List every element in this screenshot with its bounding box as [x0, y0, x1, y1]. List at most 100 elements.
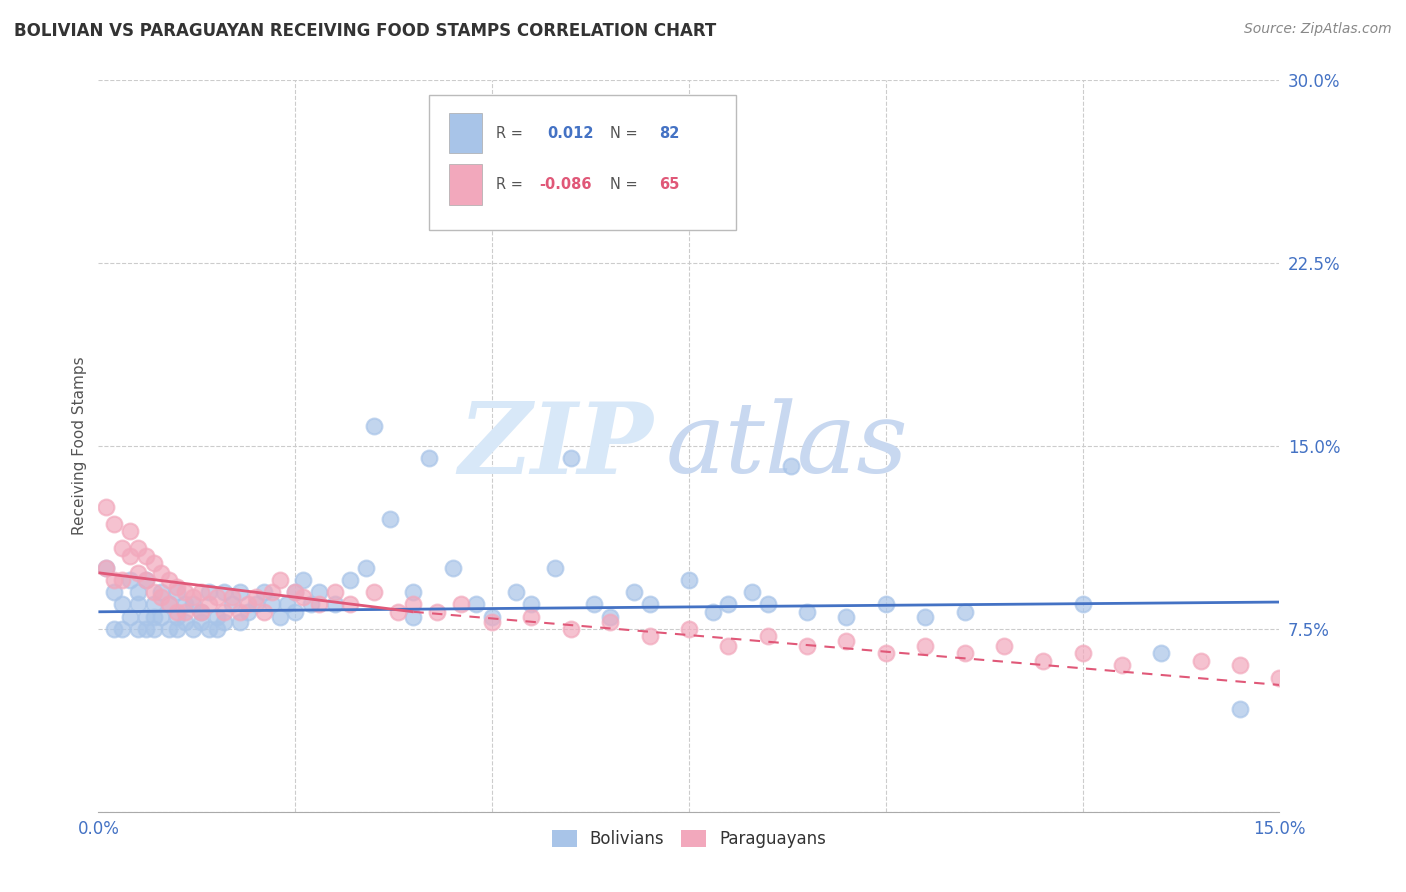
Point — [260, 598, 283, 612]
Point — [166, 585, 188, 599]
Point — [717, 598, 740, 612]
Point — [135, 549, 157, 563]
Point — [197, 585, 219, 599]
Text: -0.086: -0.086 — [538, 177, 592, 192]
Point — [142, 598, 165, 612]
Point — [875, 646, 897, 660]
Point — [181, 622, 204, 636]
Point — [953, 605, 976, 619]
Point — [236, 605, 259, 619]
Point — [157, 598, 180, 612]
Point — [308, 598, 330, 612]
Point — [638, 629, 661, 643]
Point — [166, 605, 188, 619]
Point — [127, 598, 149, 612]
Point — [323, 585, 346, 599]
Point — [741, 585, 763, 599]
Point — [111, 541, 134, 556]
Point — [214, 585, 236, 599]
Point — [993, 639, 1015, 653]
Point — [103, 622, 125, 636]
Bar — [449, 164, 482, 204]
Point — [135, 609, 157, 624]
Point — [174, 585, 197, 599]
Point — [505, 585, 527, 599]
Point — [339, 598, 361, 612]
Point — [118, 573, 141, 587]
Point — [118, 524, 141, 539]
Point — [299, 598, 322, 612]
Point — [157, 573, 180, 587]
Point — [103, 573, 125, 587]
Point — [118, 549, 141, 563]
Point — [150, 566, 173, 580]
Point — [142, 585, 165, 599]
Text: BOLIVIAN VS PARAGUAYAN RECEIVING FOOD STAMPS CORRELATION CHART: BOLIVIAN VS PARAGUAYAN RECEIVING FOOD ST… — [14, 22, 716, 40]
Point — [157, 598, 180, 612]
Point — [402, 598, 425, 612]
Point — [229, 615, 252, 629]
Point — [142, 556, 165, 570]
Point — [190, 615, 212, 629]
Point — [678, 573, 700, 587]
Text: 65: 65 — [659, 177, 679, 192]
Text: R =: R = — [496, 177, 527, 192]
Point — [190, 585, 212, 599]
Point — [174, 598, 197, 612]
Point — [96, 561, 118, 575]
Point — [205, 609, 228, 624]
Point — [269, 609, 291, 624]
FancyBboxPatch shape — [429, 95, 737, 230]
Text: atlas: atlas — [665, 399, 908, 493]
Point — [756, 598, 779, 612]
Point — [174, 615, 197, 629]
Point — [465, 598, 488, 612]
Point — [142, 622, 165, 636]
Text: N =: N = — [610, 177, 643, 192]
Point — [269, 573, 291, 587]
Point — [135, 573, 157, 587]
Point — [127, 622, 149, 636]
Point — [284, 605, 307, 619]
Point — [481, 615, 503, 629]
Point — [426, 605, 449, 619]
Point — [914, 639, 936, 653]
Text: 0.012: 0.012 — [547, 126, 593, 141]
Point — [583, 598, 606, 612]
Point — [245, 590, 267, 604]
Point — [118, 609, 141, 624]
Point — [560, 451, 582, 466]
Point — [1189, 654, 1212, 668]
Point — [339, 573, 361, 587]
Text: N =: N = — [610, 126, 643, 141]
Point — [323, 598, 346, 612]
Point — [150, 590, 173, 604]
Point — [914, 609, 936, 624]
Point — [253, 605, 276, 619]
Point — [276, 598, 298, 612]
Point — [214, 615, 236, 629]
Point — [205, 590, 228, 604]
Point — [284, 585, 307, 599]
Point — [544, 561, 567, 575]
Point — [599, 615, 621, 629]
Point — [111, 573, 134, 587]
Point — [520, 598, 543, 612]
Point — [875, 598, 897, 612]
Point — [135, 573, 157, 587]
Point — [197, 622, 219, 636]
Point — [292, 590, 315, 604]
Point — [157, 622, 180, 636]
Point — [780, 458, 803, 473]
Point — [127, 541, 149, 556]
Point — [181, 590, 204, 604]
Point — [245, 598, 267, 612]
Point — [354, 561, 377, 575]
Point — [166, 609, 188, 624]
Point — [166, 622, 188, 636]
Point — [623, 585, 645, 599]
Point — [560, 622, 582, 636]
Point — [678, 622, 700, 636]
Point — [166, 581, 188, 595]
Point — [1150, 646, 1173, 660]
